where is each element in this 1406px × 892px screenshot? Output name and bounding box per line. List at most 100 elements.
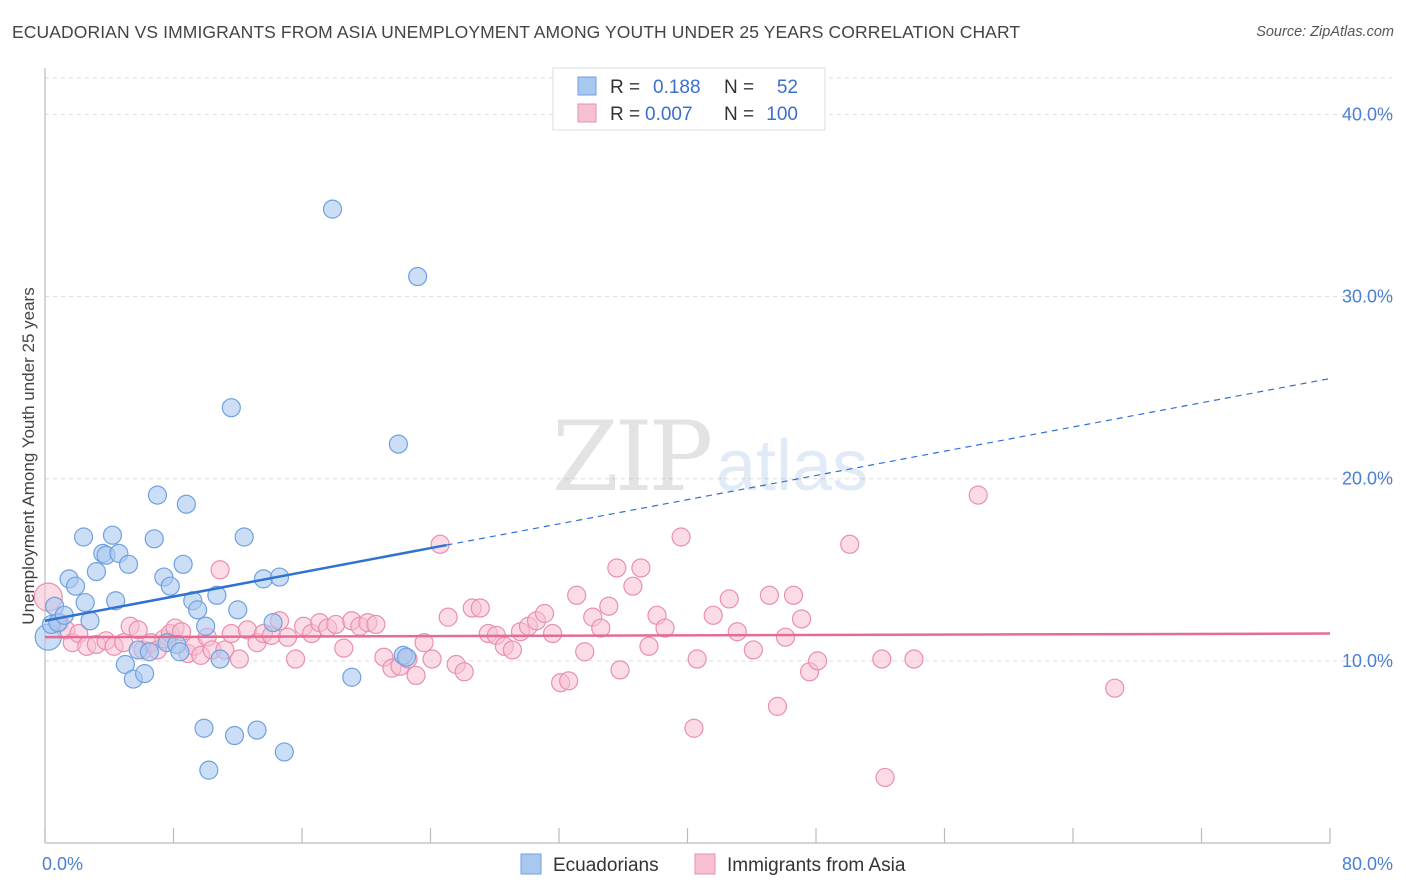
point-asia (767, 696, 788, 716)
point-ecuadorians (102, 525, 123, 545)
point-ecuadorians (160, 576, 180, 596)
legend-r-value-2: 0.007 (645, 104, 693, 125)
point-asia (334, 638, 354, 658)
point-ecuadorians (194, 718, 214, 738)
x-tick-label-1: 80.0% (1342, 854, 1393, 874)
chart-title: ECUADORIAN VS IMMIGRANTS FROM ASIA UNEMP… (12, 22, 1021, 42)
legend-swatch-ecuadorians (577, 76, 597, 96)
point-ecuadorians (75, 592, 95, 613)
tick-labels: 10.0% 20.0% 30.0% 40.0% 0.0% 80.0% (42, 104, 1393, 874)
trend-lines (44, 377, 1331, 639)
point-asia (719, 589, 739, 609)
point-asia (783, 585, 804, 605)
point-ecuadorians (207, 585, 227, 605)
point-asia (414, 633, 434, 653)
point-ecuadorians (118, 554, 139, 574)
point-asia (128, 620, 148, 640)
point-asia (210, 560, 230, 580)
point-ecuadorians (173, 554, 193, 574)
point-asia (623, 576, 643, 596)
bottom-legend: Ecuadorians Immigrants from Asia (520, 853, 906, 876)
point-ecuadorians (234, 527, 254, 547)
point-asia (639, 636, 659, 656)
point-asia (775, 627, 796, 647)
point-asia (229, 649, 249, 669)
series-ecuadorians (34, 199, 428, 780)
point-asia (575, 642, 595, 662)
point-ecuadorians (247, 720, 267, 740)
point-asia (607, 558, 627, 578)
point-asia (655, 618, 675, 638)
point-asia (438, 607, 458, 627)
point-ecuadorians (147, 485, 168, 505)
legend-r-value-1: 0.188 (653, 77, 701, 98)
point-asia (727, 622, 747, 642)
top-legend: R = 0.188 N = 52 R = 0.007 N = 100 (552, 67, 826, 131)
point-ecuadorians (199, 760, 219, 780)
point-ecuadorians (115, 654, 135, 675)
point-asia (743, 640, 763, 660)
point-asia (1105, 678, 1125, 698)
bottom-legend-label-asia: Immigrants from Asia (727, 855, 906, 876)
y-tick-label-0: 10.0% (1342, 651, 1393, 671)
watermark-zip: ZIP (552, 401, 711, 513)
point-ecuadorians (187, 600, 208, 620)
bottom-legend-swatch-ecuadorians (520, 853, 542, 875)
legend-n-label-2: N = (724, 104, 754, 125)
point-asia (366, 614, 386, 635)
bottom-legend-swatch-asia (694, 853, 716, 875)
point-ecuadorians (73, 527, 94, 547)
point-ecuadorians (224, 725, 245, 746)
point-ecuadorians (342, 667, 362, 687)
point-asia (875, 767, 895, 788)
point-asia (759, 585, 780, 605)
bottom-legend-label-ecuadorians: Ecuadorians (553, 855, 659, 876)
legend-swatch-asia (577, 103, 597, 123)
point-asia (534, 603, 555, 624)
legend-n-value-2: 100 (766, 104, 798, 125)
legend-r-label-2: R = (610, 104, 640, 125)
y-tick-label-1: 20.0% (1342, 469, 1393, 489)
point-asia (703, 605, 723, 625)
point-asia (567, 585, 587, 605)
point-asia (559, 671, 579, 691)
point-asia (671, 527, 691, 547)
point-ecuadorians (170, 642, 190, 662)
point-ecuadorians (388, 434, 408, 454)
gridlines (45, 77, 1392, 662)
y-axis-label: Unemployment Among Youth under 25 years (19, 287, 38, 624)
trend-line-ecuadorians (44, 543, 447, 623)
watermark-atlas: atlas (716, 426, 868, 506)
point-ecuadorians (196, 616, 216, 636)
y-tick-label-2: 30.0% (1342, 287, 1393, 307)
point-ecuadorians (408, 266, 428, 287)
legend-n-label-1: N = (724, 77, 754, 98)
point-asia (454, 662, 474, 682)
point-ecuadorians (263, 613, 283, 633)
point-asia (542, 623, 563, 644)
point-asia (872, 649, 892, 669)
point-asia (840, 534, 860, 554)
point-ecuadorians (86, 562, 107, 582)
trend-line-ecuadorians-extrapolated (446, 377, 1331, 546)
point-asia (430, 534, 450, 554)
legend-n-value-1: 52 (777, 77, 798, 98)
legend-r-label-1: R = (610, 77, 640, 98)
point-ecuadorians (176, 494, 196, 514)
point-asia (591, 618, 611, 638)
point-ecuadorians (228, 600, 248, 620)
point-asia (791, 609, 812, 629)
trend-line-immigrants-from-asia (44, 632, 1331, 639)
point-ecuadorians (274, 742, 294, 762)
point-asia (687, 649, 707, 669)
point-asia (631, 558, 651, 578)
point-asia (684, 718, 704, 738)
point-ecuadorians (221, 398, 241, 418)
x-tick-label-0: 0.0% (42, 854, 83, 874)
point-asia (610, 660, 630, 680)
point-ecuadorians (210, 649, 230, 669)
point-ecuadorians (106, 591, 126, 611)
point-ecuadorians (139, 642, 160, 662)
point-asia (406, 665, 426, 686)
